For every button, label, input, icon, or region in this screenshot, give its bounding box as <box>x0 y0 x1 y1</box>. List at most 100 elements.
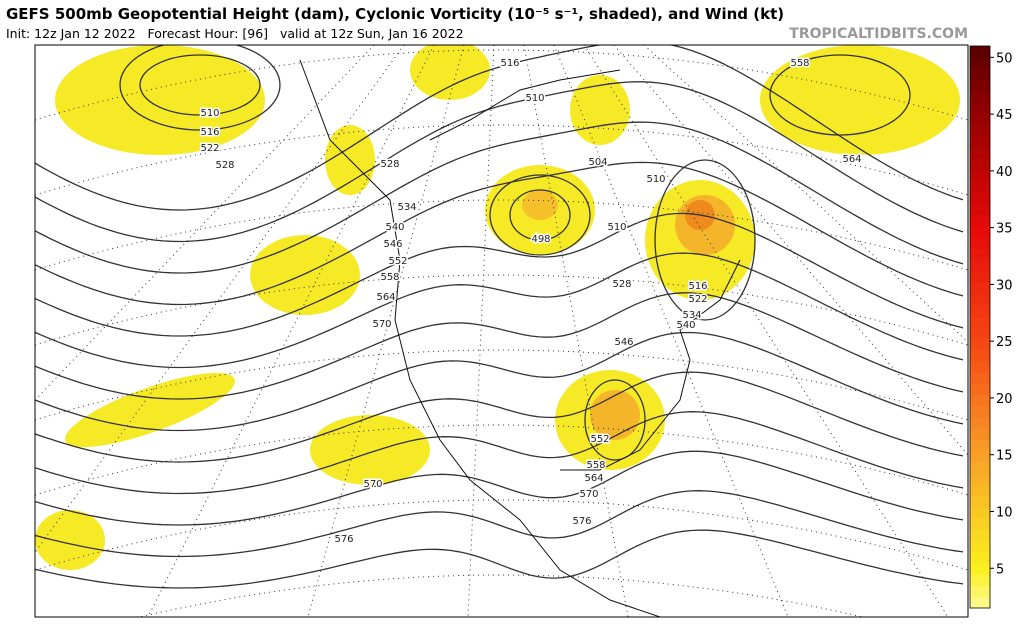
colorbar-tick-label: 50 <box>996 51 1013 66</box>
colorbar-segment <box>970 270 990 283</box>
contour-label: 510 <box>646 174 665 185</box>
height-contour <box>35 161 964 306</box>
colorbar-segment <box>970 259 990 272</box>
contour-label: 564 <box>376 292 395 303</box>
colorbar-segment <box>970 68 990 81</box>
contour-label: 546 <box>614 337 633 348</box>
colorbar-segment <box>970 450 990 463</box>
contour-label: 498 <box>531 234 550 245</box>
closed-contour <box>119 45 281 131</box>
colorbar-segment <box>970 371 990 384</box>
height-contour <box>35 450 964 526</box>
colorbar-tick-label: 20 <box>996 392 1013 407</box>
graticule <box>35 45 968 617</box>
closed-contour <box>139 54 261 116</box>
colorbar-segment <box>970 147 990 159</box>
contour-label: 552 <box>388 256 407 267</box>
colorbar: 5 10 15 20 25 30 35 40 45 50 <box>969 45 1013 609</box>
height-contours <box>35 45 964 589</box>
colorbar-tick-label: 10 <box>996 505 1013 520</box>
colorbar-tick-label: 15 <box>996 449 1013 464</box>
longitude-line <box>467 45 495 617</box>
closed-contour <box>654 159 756 321</box>
colorbar-segment <box>970 79 990 92</box>
colorbar-segment <box>970 551 990 564</box>
colorbar-tick-label: 25 <box>996 335 1013 350</box>
contour-label: 522 <box>688 294 707 305</box>
contour-label: 510 <box>525 93 544 104</box>
colorbar-tick-label: 35 <box>996 222 1013 237</box>
longitude-line <box>613 45 968 456</box>
contour-label: 552 <box>590 434 609 445</box>
colorbar-segment <box>970 394 990 407</box>
contour-label: 564 <box>842 154 861 165</box>
colorbar-segment <box>970 135 990 148</box>
watermark: TROPICALTIDBITS.COM <box>789 26 968 42</box>
map-frame <box>34 44 969 618</box>
colorbar-frame <box>969 45 991 609</box>
colorbar-segment <box>970 540 990 553</box>
contour-label: 516 <box>500 58 519 69</box>
colorbar-segment <box>970 506 990 519</box>
colorbar-segment <box>970 237 990 249</box>
colorbar-segment <box>970 383 990 395</box>
colorbar-segment <box>970 192 990 204</box>
colorbar-segment <box>970 405 990 418</box>
contour-label: 540 <box>385 222 404 233</box>
colorbar-segment <box>970 113 990 126</box>
contour-label: 534 <box>682 310 701 321</box>
height-contour <box>35 529 964 589</box>
colorbar-segment <box>970 461 990 474</box>
contour-label: 576 <box>572 516 591 527</box>
contour-labels: 5105165225285165105045104985105285285345… <box>199 57 863 547</box>
height-contour <box>35 331 964 432</box>
colorbar-segment <box>970 574 990 587</box>
colorbar-segment <box>970 563 990 575</box>
contour-label: 510 <box>607 222 626 233</box>
contour-label: 558 <box>380 272 399 283</box>
closed-contour <box>489 174 591 256</box>
map: 5105165225285165105045104985105285285345… <box>35 45 968 617</box>
closed-contour <box>509 189 571 241</box>
contour-label: 540 <box>676 320 695 331</box>
colorbar-segment <box>970 585 990 598</box>
colorbar-segment <box>970 158 990 171</box>
height-contour <box>35 212 964 337</box>
colorbar-tick-label: 30 <box>996 278 1013 293</box>
colorbar-segment <box>970 518 990 530</box>
colorbar-segment <box>970 90 990 103</box>
contour-label: 576 <box>334 534 353 545</box>
contour-label: 522 <box>200 143 219 154</box>
contour-label: 534 <box>397 202 416 213</box>
longitude-line <box>553 45 789 617</box>
height-contour <box>35 490 964 558</box>
contour-label: 546 <box>383 239 402 250</box>
contour-label: 516 <box>688 281 707 292</box>
contour-label: 570 <box>579 489 598 500</box>
colorbar-segment <box>970 349 990 362</box>
colorbar-segment <box>970 473 990 485</box>
height-contour <box>35 411 964 495</box>
contour-label: 564 <box>584 473 603 484</box>
colorbar-segment <box>970 124 990 137</box>
closed-contour <box>769 54 911 136</box>
height-contour <box>35 45 964 211</box>
contour-label: 528 <box>215 160 234 171</box>
colorbar-tick-label: 45 <box>996 108 1013 123</box>
height-contour <box>35 371 964 463</box>
contour-label: 570 <box>372 319 391 330</box>
colorbar-tick-label: 5 <box>996 562 1004 577</box>
colorbar-segment <box>970 180 990 193</box>
colorbar-segment <box>970 495 990 508</box>
coastline <box>299 59 741 617</box>
closed-contour <box>584 379 646 461</box>
colorbar-tick-label: 40 <box>996 165 1013 180</box>
colorbar-segment <box>970 46 990 58</box>
colorbar-segment <box>970 169 990 182</box>
colorbar-segment <box>970 214 990 227</box>
colorbar-segment <box>970 428 990 440</box>
colorbar-segment <box>970 529 990 542</box>
colorbar-segment <box>970 248 990 261</box>
height-contour <box>35 81 964 243</box>
colorbar-segment <box>970 338 990 350</box>
